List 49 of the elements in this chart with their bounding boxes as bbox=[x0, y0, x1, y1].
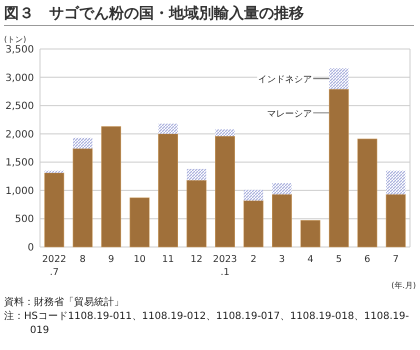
y-tick-label: 2,000 bbox=[5, 129, 34, 140]
bar bbox=[272, 183, 292, 194]
y-tick-label: 2,500 bbox=[5, 101, 34, 112]
x-tick-label: 9 bbox=[108, 254, 114, 265]
x-tick-label: 2022.7 bbox=[42, 254, 66, 278]
bar bbox=[73, 138, 92, 149]
y-tick-label: 1,500 bbox=[5, 158, 34, 169]
bar bbox=[244, 190, 264, 201]
bar bbox=[130, 198, 150, 248]
text: 注：HSコード1108.19-011、1108.19-012、1108.19-017、1108.19-018、1108.19-019 bbox=[4, 310, 410, 338]
x-axis-title: (年.月) bbox=[391, 281, 416, 290]
y-tick-label: 3,000 bbox=[5, 72, 34, 84]
x-tick-label: 6 bbox=[364, 254, 370, 265]
bar bbox=[186, 180, 206, 248]
bar bbox=[215, 136, 235, 248]
bar bbox=[186, 168, 206, 180]
x-tick-label: 10 bbox=[134, 254, 146, 265]
bar bbox=[357, 138, 378, 248]
series-label: マレーシア bbox=[267, 109, 312, 120]
bar bbox=[386, 194, 406, 248]
y-tick-label: 0 bbox=[28, 242, 34, 254]
x-tick-label: 3 bbox=[278, 254, 285, 265]
text: 資料：財務省「貿易統計」 bbox=[4, 296, 125, 310]
y-tick-label: 500 bbox=[14, 214, 34, 226]
series-label: インドネシア bbox=[258, 75, 312, 86]
bar bbox=[72, 148, 93, 248]
bar bbox=[329, 68, 349, 90]
x-tick-label: 4 bbox=[307, 254, 314, 265]
chart-title: 図３ サゴでん粉の国・地域別輸入量の推移 bbox=[4, 4, 414, 26]
y-tick-label: 3,500 bbox=[5, 44, 34, 56]
x-tick-label: 7 bbox=[392, 254, 399, 265]
y-axis-title: (トン) bbox=[4, 35, 26, 44]
bar bbox=[244, 200, 264, 248]
x-tick-label: 8 bbox=[80, 254, 86, 265]
bar bbox=[101, 126, 122, 248]
bar bbox=[386, 170, 406, 194]
bar bbox=[44, 172, 64, 248]
bar bbox=[300, 220, 320, 248]
x-tick-label: 12 bbox=[190, 254, 203, 265]
x-tick-label: 11 bbox=[162, 254, 174, 265]
bar bbox=[272, 194, 292, 248]
x-tick-label: 5 bbox=[336, 254, 342, 265]
bar bbox=[215, 129, 235, 136]
bar bbox=[328, 88, 349, 248]
bar bbox=[158, 134, 178, 248]
x-tick-label: 2 bbox=[250, 254, 256, 265]
y-tick-label: 1,000 bbox=[5, 186, 34, 197]
bar bbox=[158, 124, 178, 134]
x-tick-label: 2023.1 bbox=[212, 254, 238, 278]
